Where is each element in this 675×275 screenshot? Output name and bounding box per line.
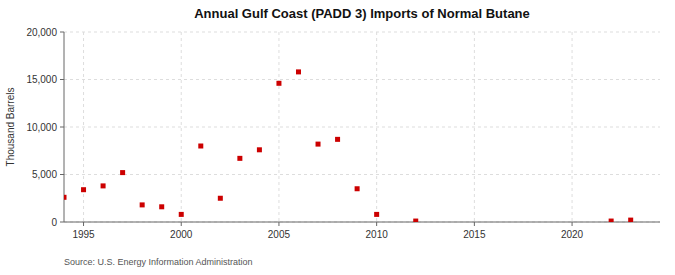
- point: [64, 195, 67, 200]
- y-axis-line: [64, 32, 65, 222]
- grid-line: [572, 32, 573, 222]
- grid-line: [64, 79, 660, 80]
- point: [628, 218, 633, 222]
- y-tick: [60, 222, 64, 223]
- grid: [64, 32, 660, 222]
- point: [237, 156, 242, 161]
- grid-line: [474, 32, 475, 222]
- x-axis-line: [64, 222, 660, 223]
- point: [316, 142, 321, 147]
- y-tick-label: 10,000: [26, 122, 57, 133]
- point: [276, 81, 281, 86]
- points: [64, 69, 633, 222]
- x-tick-label: 2005: [268, 229, 291, 240]
- y-tick: [60, 127, 64, 128]
- point: [413, 219, 418, 222]
- point: [296, 69, 301, 74]
- point: [159, 204, 164, 209]
- y-tick-label: 0: [51, 217, 57, 228]
- point: [257, 147, 262, 152]
- x-tick-label: 2010: [366, 229, 389, 240]
- x-tick-label: 2015: [463, 229, 486, 240]
- point: [609, 219, 614, 222]
- x-tick-label: 1995: [72, 229, 95, 240]
- point: [374, 212, 379, 217]
- y-tick-label: 20,000: [26, 27, 57, 38]
- background: [0, 0, 675, 275]
- grid-line: [83, 32, 84, 222]
- grid-line: [64, 222, 660, 223]
- y-axis-label: Thousand Barrels: [5, 88, 16, 167]
- point: [179, 212, 184, 217]
- grid-line: [64, 127, 660, 128]
- x-tick: [278, 222, 279, 226]
- x-tick-label: 2020: [561, 229, 584, 240]
- point: [355, 186, 360, 191]
- x-tick: [474, 222, 475, 226]
- point: [81, 187, 86, 192]
- source: Source: U.S. Energy Information Administ…: [64, 257, 253, 267]
- point: [335, 137, 340, 142]
- point: [120, 170, 125, 175]
- point: [140, 202, 145, 207]
- point: [101, 183, 106, 188]
- grid-line: [64, 32, 660, 33]
- y-tick: [60, 174, 64, 175]
- axes: 0 5,000 10,000 15,000 20,000 1995 2000 2005 2010…: [26, 27, 660, 241]
- x-tick-label: 2000: [170, 229, 193, 240]
- x-tick: [376, 222, 377, 226]
- title: Annual Gulf Coast (PADD 3) Imports of No…: [194, 6, 530, 21]
- y-tick: [60, 32, 64, 33]
- grid-line: [376, 32, 377, 222]
- y-tick: [60, 79, 64, 80]
- x-tick: [572, 222, 573, 226]
- point: [198, 144, 203, 149]
- grid-line: [64, 174, 660, 175]
- grid-line: [278, 32, 279, 222]
- grid-line: [181, 32, 182, 222]
- x-tick: [83, 222, 84, 226]
- x-tick: [181, 222, 182, 226]
- point: [218, 196, 223, 201]
- y-tick-label: 15,000: [26, 74, 57, 85]
- y-tick-label: 5,000: [32, 169, 57, 180]
- chart: 0 5,000 10,000 15,000 20,000 1995 2000 2005 2010…: [0, 0, 675, 275]
